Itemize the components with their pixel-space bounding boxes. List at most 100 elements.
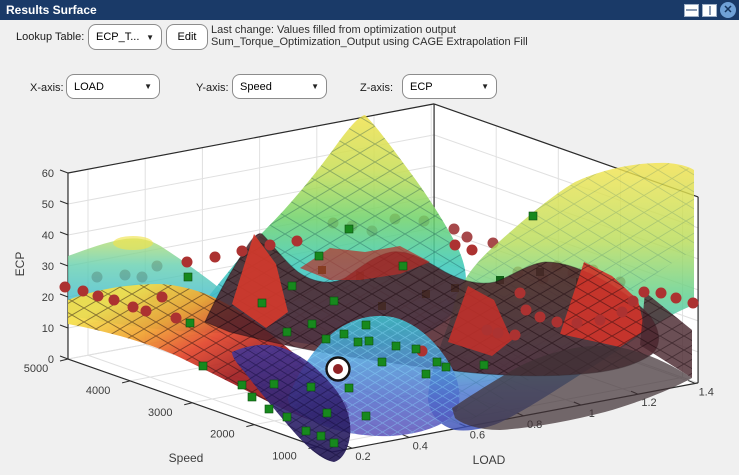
green-square-marker[interactable] — [269, 379, 279, 389]
green-square-marker[interactable] — [361, 411, 371, 421]
red-dot-marker[interactable] — [181, 256, 193, 268]
green-square-marker[interactable] — [306, 382, 316, 392]
green-square-marker[interactable] — [479, 360, 489, 370]
green-square-marker[interactable] — [264, 404, 274, 414]
grid-line — [59, 324, 69, 329]
green-square-marker[interactable] — [316, 431, 326, 441]
green-square-marker[interactable] — [344, 224, 354, 234]
red-dot-marker[interactable] — [551, 316, 563, 328]
green-square-marker[interactable] — [321, 334, 331, 344]
red-dot-marker[interactable] — [594, 314, 606, 326]
green-square-marker[interactable] — [432, 357, 442, 367]
red-dot-marker[interactable] — [264, 239, 276, 251]
green-square-marker[interactable] — [247, 392, 257, 402]
green-square-marker[interactable] — [398, 261, 408, 271]
red-dot-marker[interactable] — [492, 327, 504, 339]
green-square-marker[interactable] — [329, 438, 339, 448]
green-square-marker[interactable] — [282, 327, 292, 337]
green-square-marker[interactable] — [391, 341, 401, 351]
grid-line — [688, 379, 696, 384]
red-dot-marker[interactable] — [108, 294, 120, 306]
split-vertical-icon[interactable] — [702, 3, 717, 17]
y-axis-dropdown[interactable]: Speed ▼ — [232, 74, 327, 99]
green-square-marker[interactable] — [185, 318, 195, 328]
green-square-marker[interactable] — [421, 369, 431, 379]
red-dot-marker[interactable] — [670, 292, 682, 304]
tick-label: 40 — [42, 230, 54, 242]
green-square-marker[interactable] — [496, 276, 504, 284]
y-axis-value: Speed — [240, 80, 272, 93]
red-dot-marker[interactable] — [291, 235, 303, 247]
red-dot-marker[interactable] — [571, 317, 583, 329]
grid-line — [402, 433, 410, 438]
green-square-marker[interactable] — [364, 336, 374, 346]
red-dot-marker[interactable] — [520, 304, 532, 316]
red-dot-marker[interactable] — [77, 285, 89, 297]
red-dot-marker[interactable] — [466, 244, 478, 256]
lookup-table-label: Lookup Table: — [16, 31, 85, 43]
green-square-marker[interactable] — [307, 319, 317, 329]
green-square-marker[interactable] — [361, 320, 371, 330]
green-square-marker[interactable] — [257, 298, 267, 308]
green-square-marker[interactable] — [314, 251, 324, 261]
red-dot-marker[interactable] — [92, 290, 104, 302]
green-square-marker[interactable] — [282, 412, 292, 422]
left-surface-crest-highlight — [113, 236, 153, 250]
red-dot-marker[interactable] — [627, 295, 639, 307]
red-dot-marker[interactable] — [481, 324, 493, 336]
close-icon[interactable]: ✕ — [720, 2, 736, 18]
split-horizontal-icon[interactable] — [684, 3, 699, 17]
x-axis-dropdown[interactable]: LOAD ▼ — [66, 74, 160, 99]
green-square-marker[interactable] — [441, 362, 451, 372]
green-square-marker[interactable] — [301, 426, 311, 436]
red-dot-marker[interactable] — [449, 239, 461, 251]
red-dot-marker[interactable] — [236, 245, 248, 257]
grid-line — [59, 200, 69, 205]
green-square-marker[interactable] — [344, 383, 354, 393]
edit-button[interactable]: Edit — [166, 24, 208, 50]
z-axis-value: ECP — [410, 80, 433, 93]
red-dot-marker[interactable] — [156, 291, 168, 303]
red-dot-marker[interactable] — [170, 312, 182, 324]
green-square-marker[interactable] — [339, 329, 349, 339]
lookup-table-dropdown[interactable]: ECP_T... ▼ — [88, 24, 162, 50]
tick-label: 50 — [42, 199, 54, 211]
red-dot-marker[interactable] — [509, 329, 521, 341]
tick-label: 1.4 — [699, 386, 714, 398]
last-change-line2: Sum_Torque_Optimization_Output using CAG… — [211, 36, 528, 48]
green-square-marker[interactable] — [411, 344, 421, 354]
z-axis-label: Z-axis: — [360, 82, 393, 94]
green-square-marker[interactable] — [528, 211, 538, 221]
red-dot-marker[interactable] — [461, 231, 473, 243]
green-square-marker[interactable] — [287, 281, 297, 291]
green-square-marker[interactable] — [237, 380, 247, 390]
green-square-marker[interactable] — [198, 361, 208, 371]
green-square-marker[interactable] — [377, 357, 387, 367]
green-square-marker[interactable] — [329, 296, 339, 306]
red-dot-marker[interactable] — [59, 281, 71, 293]
red-dot-marker[interactable] — [127, 301, 139, 313]
lookup-table-value: ECP_T... — [96, 31, 140, 43]
red-band-center — [300, 246, 430, 280]
z-axis-dropdown[interactable]: ECP ▼ — [402, 74, 497, 99]
red-dot-marker[interactable] — [140, 305, 152, 317]
red-dot-marker[interactable] — [448, 223, 460, 235]
red-dot-marker[interactable] — [616, 306, 628, 318]
chevron-down-icon: ▼ — [146, 32, 154, 42]
tick-label: 20 — [42, 292, 54, 304]
tick-label: 1000 — [272, 451, 296, 463]
red-dot-marker[interactable] — [638, 286, 650, 298]
red-dot-marker[interactable] — [209, 251, 221, 263]
green-square-marker[interactable] — [353, 337, 363, 347]
selected-point-marker[interactable] — [333, 364, 343, 374]
green-square-marker[interactable] — [183, 272, 193, 282]
y-axis-title: Speed — [169, 451, 204, 465]
red-dot-marker[interactable] — [655, 287, 667, 299]
z-axis-title: ECP — [13, 252, 27, 277]
red-dot-marker[interactable] — [687, 297, 699, 309]
red-dot-marker[interactable] — [534, 311, 546, 323]
tick-label: 10 — [42, 323, 54, 335]
red-dot-marker[interactable] — [514, 287, 526, 299]
green-square-marker[interactable] — [322, 408, 332, 418]
